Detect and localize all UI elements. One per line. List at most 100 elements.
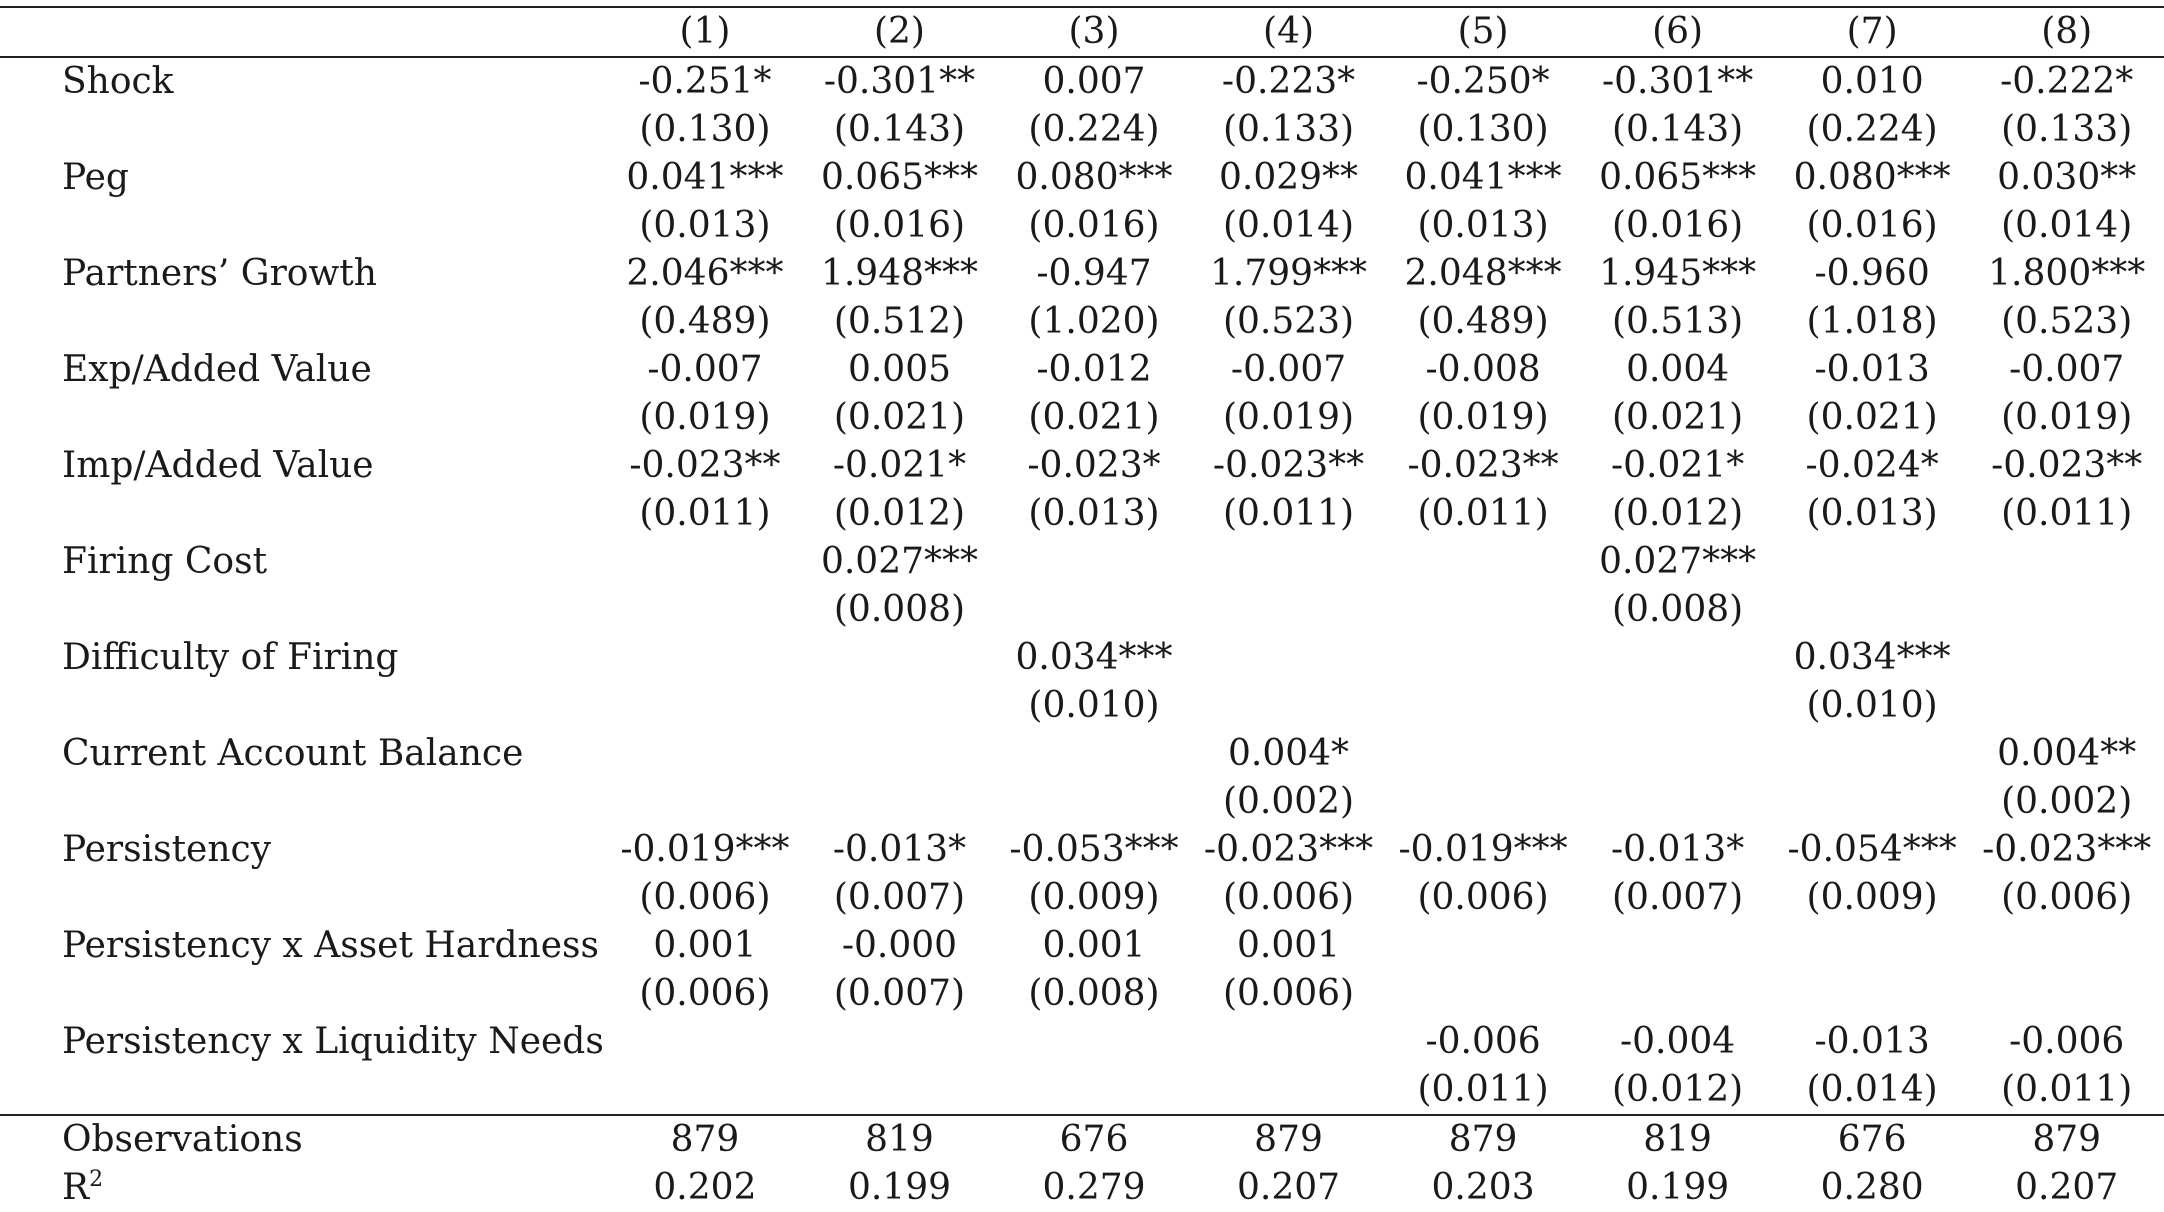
coefficient-cell: -0.006 — [1425, 1021, 1541, 1062]
coefficient-cell: 1.800*** — [1988, 253, 2146, 294]
coefficient-row: Firing Cost 0.027*** 0.027*** — [0, 538, 2164, 586]
coefficient-cell: -0.301** — [823, 61, 976, 102]
standard-error-label-spacer — [0, 970, 608, 1018]
standard-error-row: (0.008) (0.008) — [0, 586, 2164, 634]
standard-error-cell: (0.019) — [2001, 397, 2133, 438]
coefficient-cell: -0.012 — [1036, 349, 1152, 390]
column-header: (8) — [1969, 6, 2164, 58]
coefficient-cell — [1969, 922, 2164, 970]
coefficient-cell: -0.021* — [832, 445, 967, 486]
coefficient-cell — [1580, 922, 1775, 970]
statistic-cell: 0.207 — [2015, 1167, 2119, 1208]
standard-error-cell: (0.512) — [833, 301, 966, 342]
standard-error-cell — [1386, 778, 1581, 826]
standard-error-row: (0.006) (0.007) (0.008) (0.006) — [0, 970, 2164, 1018]
coefficient-cell — [1386, 538, 1581, 586]
coefficient-cell — [608, 634, 803, 682]
coefficient-cell: 1.799*** — [1210, 253, 1368, 294]
column-header: (4) — [1191, 6, 1386, 58]
coefficient-cell: 0.041*** — [1404, 157, 1562, 198]
coefficient-cell: 0.080*** — [1015, 157, 1173, 198]
coefficient-cell: 0.041*** — [626, 157, 784, 198]
coefficient-cell: 0.030** — [1997, 157, 2137, 198]
standard-error-cell: (1.020) — [1028, 301, 1160, 342]
standard-error-label-spacer — [0, 682, 608, 730]
column-header: (7) — [1774, 6, 1970, 58]
standard-error-row: (0.019) (0.021) (0.021) (0.019) (0.019) (0.02… — [0, 394, 2164, 442]
coefficient-cell — [1775, 538, 1970, 586]
standard-error-row: (0.011) (0.012) (0.013) (0.011) (0.011) (0.01… — [0, 490, 2164, 538]
coefficient-cell: 0.001 — [1237, 925, 1341, 966]
statistic-cell: 676 — [1774, 1114, 1970, 1164]
standard-error-cell: (0.489) — [639, 301, 771, 342]
statistic-cell: 0.202 — [653, 1167, 757, 1208]
standard-error-cell: (0.013) — [1417, 205, 1549, 246]
coefficient-cell: 0.004** — [1997, 733, 2137, 774]
statistic-cell: 0.207 — [1237, 1167, 1341, 1208]
column-header: (5) — [1385, 6, 1581, 58]
coefficient-cell: -0.013* — [832, 829, 967, 870]
coefficient-cell: -0.006 — [2009, 1021, 2125, 1062]
standard-error-cell: (0.007) — [833, 973, 966, 1014]
coefficient-cell — [997, 538, 1192, 586]
standard-error-cell: (0.143) — [833, 109, 966, 150]
variable-label: Imp/Added Value — [62, 445, 374, 486]
standard-error-cell — [1386, 682, 1581, 730]
table-body: (1) (2) (3) (4) (5) (6) (7) (8) Shock -0.251* -0.3… — [0, 6, 2164, 1212]
coefficient-row: Imp/Added Value -0.023** -0.021* -0.023* -0.… — [0, 442, 2164, 490]
standard-error-cell: (0.021) — [833, 397, 966, 438]
standard-error-label-spacer — [0, 490, 608, 538]
statistic-cell: 0.279 — [1042, 1167, 1146, 1208]
standard-error-cell — [1969, 586, 2164, 634]
standard-error-cell: (0.012) — [833, 493, 966, 534]
column-header: (3) — [996, 6, 1192, 58]
coefficient-cell: -0.251* — [638, 61, 772, 102]
standard-error-cell: (0.016) — [1028, 205, 1160, 246]
coefficient-cell: 0.034*** — [1793, 637, 1951, 678]
coefficient-cell: -0.023** — [1212, 445, 1365, 486]
coefficient-cell: -0.947 — [1036, 253, 1152, 294]
coefficient-cell: -0.024* — [1805, 445, 1939, 486]
variable-label: Exp/Added Value — [62, 349, 372, 390]
standard-error-cell: (0.013) — [639, 205, 771, 246]
coefficient-cell — [1969, 634, 2164, 682]
coefficient-row: Difficulty of Firing 0.034*** 0.034*** — [0, 634, 2164, 682]
variable-label: Persistency x Asset Hardness — [62, 925, 599, 966]
statistic-cell: 879 — [1191, 1114, 1386, 1164]
coefficient-cell: -0.023** — [1407, 445, 1559, 486]
standard-error-cell — [1775, 586, 1970, 634]
standard-error-cell: (0.007) — [1612, 877, 1744, 918]
standard-error-cell: (0.008) — [1028, 973, 1160, 1014]
standard-error-cell: (0.016) — [1612, 205, 1744, 246]
statistic-cell: 0.203 — [1431, 1167, 1535, 1208]
coefficient-cell: -0.023*** — [1203, 829, 1374, 870]
standard-error-cell: (0.019) — [1222, 397, 1355, 438]
statistic-label: R2 — [0, 1164, 608, 1212]
coefficient-row: Shock -0.251* -0.301** 0.007 -0.223* -0.250* -… — [0, 57, 2164, 106]
coefficient-cell — [608, 538, 803, 586]
standard-error-cell — [1969, 970, 2164, 1018]
standard-error-cell: (0.021) — [1806, 397, 1938, 438]
standard-error-cell — [1191, 586, 1386, 634]
coefficient-cell — [1775, 730, 1970, 778]
coefficient-cell — [997, 1018, 1192, 1066]
standard-error-cell: (0.513) — [1612, 301, 1744, 342]
coefficient-cell: 0.010 — [1820, 61, 1924, 102]
standard-error-cell: (0.224) — [1028, 109, 1160, 150]
column-header-row: (1) (2) (3) (4) (5) (6) (7) (8) — [0, 6, 2164, 58]
coefficient-cell: 0.007 — [1042, 61, 1146, 102]
coefficient-cell: 0.065*** — [1599, 157, 1757, 198]
coefficient-cell: 0.004* — [1228, 733, 1350, 774]
standard-error-cell: (0.010) — [1806, 685, 1938, 726]
standard-error-cell: (0.006) — [639, 973, 771, 1014]
standard-error-cell: (0.133) — [2001, 109, 2133, 150]
coefficient-cell: 1.948*** — [820, 253, 978, 294]
coefficient-cell — [1191, 538, 1386, 586]
standard-error-cell: (0.006) — [1222, 877, 1355, 918]
standard-error-label-spacer — [0, 1066, 608, 1115]
coefficient-row: Persistency x Liquidity Needs -0.006 -0.00… — [0, 1018, 2164, 1066]
standard-error-cell: (0.011) — [1222, 493, 1355, 534]
standard-error-cell — [802, 1066, 997, 1115]
regression-table: (1) (2) (3) (4) (5) (6) (7) (8) Shock -0.251* -0.3… — [0, 6, 2164, 1212]
coefficient-row: Partners’ Growth 2.046*** 1.948*** -0.947 1.… — [0, 250, 2164, 298]
